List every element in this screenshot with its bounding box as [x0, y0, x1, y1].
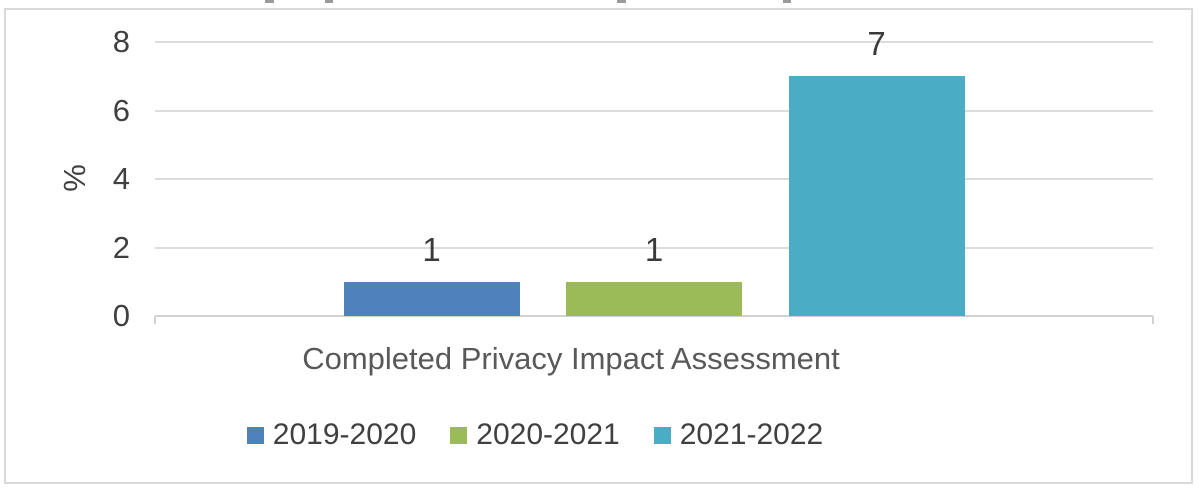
- axis-end-tick: [154, 316, 156, 324]
- legend-label: 2020-2021: [476, 418, 620, 451]
- y-tick-label-6: 6: [112, 92, 130, 128]
- bar-2021-2022: [788, 76, 965, 316]
- y-tick-label-4: 4: [112, 161, 130, 196]
- bar-value-label-2020-2021: 1: [644, 230, 664, 268]
- gridline-y-4: [155, 178, 1153, 180]
- axis-end-tick: [1152, 316, 1154, 324]
- legend-label: 2019-2020: [272, 418, 417, 451]
- legend-item-2021-2022: 2021-2022: [653, 418, 824, 452]
- y-tick-label-8: 8: [112, 24, 130, 59]
- x-axis-title: Completed Privacy Impact Assessment: [302, 341, 840, 376]
- legend-swatch-2020-2021: [450, 426, 468, 444]
- x-axis-line: [155, 315, 1153, 317]
- cropped-text-fragment: [783, 0, 791, 3]
- chart-frame: [4, 8, 1193, 484]
- legend-label: 2021-2022: [679, 418, 824, 451]
- legend: 2019-2020 2020-2021 2021-2022: [0, 416, 1070, 454]
- bar-2020-2021: [566, 281, 742, 316]
- gridline-y-6: [155, 109, 1153, 112]
- legend-item-2020-2021: 2020-2021: [450, 418, 620, 452]
- y-axis-title: %: [57, 164, 92, 192]
- bar-2019-2020: [343, 281, 520, 316]
- gridline-y-2: [155, 246, 1153, 249]
- y-tick-label-0: 0: [112, 298, 130, 333]
- cropped-text-fragment: [617, 0, 626, 3]
- cropped-text-fragment: [265, 0, 274, 3]
- legend-swatch-2021-2022: [653, 426, 671, 444]
- cropped-text-fragment: [325, 0, 333, 3]
- legend-swatch-2019-2020: [246, 426, 264, 444]
- y-tick-label-2: 2: [112, 229, 130, 265]
- bar-value-label-2019-2020: 1: [422, 230, 441, 268]
- bar-value-label-2021-2022: 7: [867, 25, 886, 63]
- gridline-y-8: [155, 41, 1153, 43]
- legend-item-2019-2020: 2019-2020: [246, 418, 417, 452]
